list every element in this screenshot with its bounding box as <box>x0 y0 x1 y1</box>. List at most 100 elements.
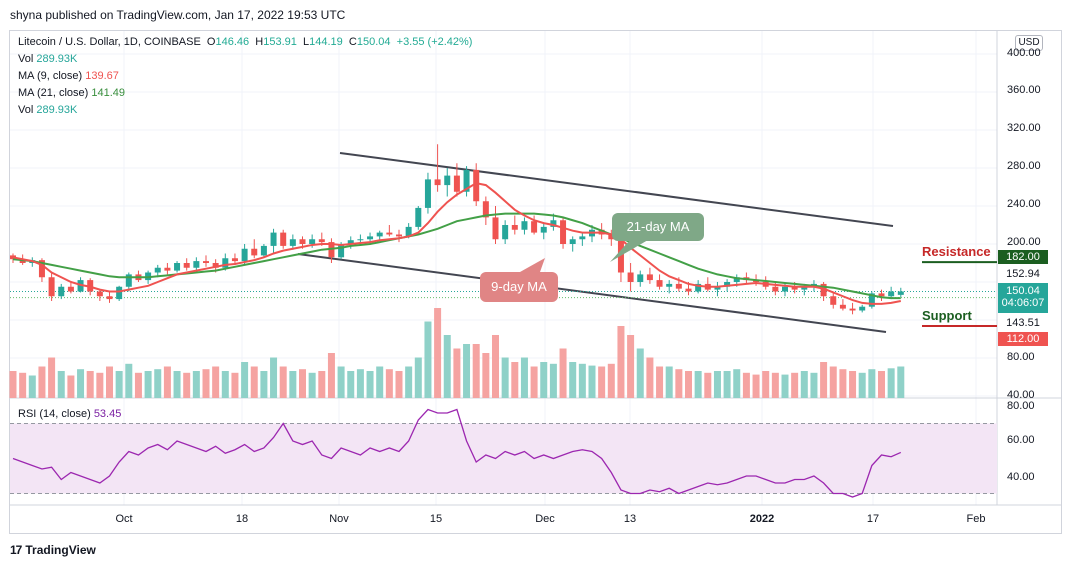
volume-bar <box>395 371 403 398</box>
volume-bar <box>540 362 548 398</box>
candle-body <box>637 274 644 282</box>
vol2-label: Vol <box>18 104 34 116</box>
volume-bar <box>627 335 635 398</box>
ma21-bubble: 21-day MA <box>612 213 704 241</box>
rsi-value: 53.45 <box>93 408 122 420</box>
last-price-tag: 150.04 04:06:07 <box>998 283 1048 313</box>
candle-body <box>222 258 229 268</box>
volume-bar <box>559 348 567 398</box>
rsi-band <box>10 423 997 494</box>
volume-bar <box>511 362 519 398</box>
symbol-title: Litecoin / U.S. Dollar, 1D, COINBASE <box>18 36 201 48</box>
candle-body <box>859 306 866 311</box>
volume-bar <box>38 366 46 398</box>
rsi-line <box>12 408 902 498</box>
rsi-tick: 80.00 <box>1007 400 1035 412</box>
vol2-value: 289.93K <box>36 104 78 116</box>
candle-body <box>67 286 74 292</box>
candle-body <box>376 232 383 237</box>
candle-body <box>299 239 306 244</box>
candle-body <box>386 232 393 235</box>
published-info: shyna published on TradingView.com, Jan … <box>10 8 346 22</box>
volume-bar <box>878 371 885 398</box>
candle-body <box>125 274 132 287</box>
candle-body <box>96 291 103 297</box>
legend-ma21-row: MA (21, close) 141.49 <box>18 87 125 99</box>
price-tick: 320.00 <box>1007 122 1041 134</box>
vol-value: 289.93K <box>36 53 78 65</box>
ma9-bubble-pointer <box>520 258 545 272</box>
tradingview-logo[interactable]: 17 TradingView <box>10 543 96 557</box>
close-value: 150.04 <box>356 36 391 48</box>
candle-body <box>695 283 702 292</box>
volume-bar <box>887 368 895 398</box>
volume-bar <box>134 372 142 398</box>
volume-bar <box>829 366 837 398</box>
volume-bar <box>762 371 770 398</box>
candle-body <box>203 261 209 263</box>
price-tick: 280.00 <box>1007 160 1041 172</box>
ma9-price-tag: 152.94 <box>998 267 1048 281</box>
candle-body <box>849 308 856 311</box>
channel-lower-line <box>297 253 887 333</box>
price-tick: 200.00 <box>1007 236 1041 248</box>
legend-ma9-row: MA (9, close) 139.67 <box>18 70 119 82</box>
ma21-bubble-pointer <box>610 240 648 262</box>
volume-bar <box>221 371 229 398</box>
volume-bar <box>656 366 664 398</box>
candle-body <box>48 277 55 297</box>
volume-bar <box>588 365 596 398</box>
ma21-label: MA (21, close) <box>18 87 89 99</box>
chart-frame[interactable] <box>9 30 1062 534</box>
volume-bar <box>327 353 335 398</box>
volume-bar <box>839 369 847 398</box>
volume-bar <box>77 369 85 398</box>
volume-bar <box>453 348 461 398</box>
candle-body <box>820 283 827 297</box>
volume-bar <box>356 369 364 398</box>
candle-body <box>212 263 219 268</box>
ma9-bubble: 9-day MA <box>480 272 558 302</box>
candle-body <box>646 274 653 281</box>
close-label: C <box>348 36 357 48</box>
candle-body <box>868 293 875 307</box>
volume-bar <box>607 363 615 398</box>
candle-body <box>338 244 345 258</box>
candle-body <box>511 225 518 230</box>
volume-bar <box>849 371 857 398</box>
volume-bar <box>742 372 750 398</box>
volume-bar <box>858 372 866 398</box>
currency-button[interactable]: USD <box>1015 35 1043 51</box>
volume-bar <box>675 369 683 398</box>
volume-bar <box>636 348 644 398</box>
vol-label: Vol <box>18 53 34 65</box>
volume-bar <box>414 357 422 398</box>
channel-upper-line <box>339 152 894 227</box>
volume-bar <box>617 326 625 398</box>
volume-bar <box>241 362 249 398</box>
candle-body <box>396 234 402 237</box>
support-price-tag: 112.00 <box>998 332 1048 346</box>
high-label: H <box>255 36 264 48</box>
candle-body <box>174 263 181 271</box>
x-tick: 15 <box>429 513 443 525</box>
volume-bar <box>752 374 760 398</box>
volume-bar <box>482 353 490 398</box>
x-tick: Feb <box>966 513 986 525</box>
volume-bar <box>646 357 654 398</box>
volume-bar <box>405 366 413 398</box>
volume-bar <box>202 369 210 398</box>
volume-bar <box>463 344 471 398</box>
ma9-line <box>12 182 901 305</box>
candle-body <box>260 245 267 256</box>
volume-bar <box>163 366 171 398</box>
volume-bar <box>771 372 779 398</box>
candle-body <box>106 296 113 300</box>
volume-bar <box>694 371 702 398</box>
ma21-value: 141.49 <box>91 87 126 99</box>
candle-body <box>231 258 238 262</box>
x-tick: 17 <box>866 513 880 525</box>
volume-bar <box>192 371 200 398</box>
volume-bar <box>231 372 239 398</box>
